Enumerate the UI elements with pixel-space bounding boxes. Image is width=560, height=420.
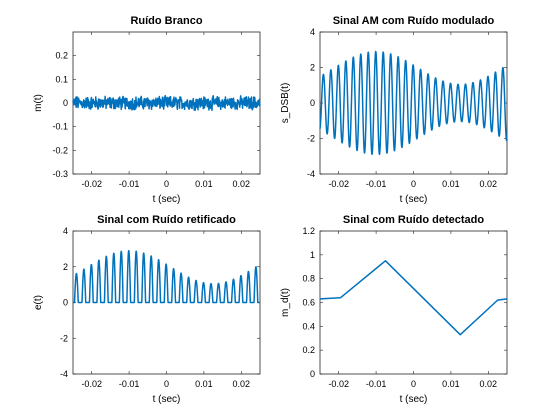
x-tick-label: -0.02 (81, 179, 102, 189)
y-tick-label: 0 (310, 98, 315, 108)
x-tick-label: 0 (164, 379, 169, 389)
y-tick-label: 0.2 (302, 345, 315, 355)
axes-frame (319, 230, 508, 375)
subplot-dsb: Sinal AM com Ruído modulado -0.02 -0.01 0 0.… (280, 15, 508, 205)
x-tick-label: 0 (164, 179, 169, 189)
y-tick-label: 2 (310, 63, 315, 73)
x-tick-label: -0.01 (366, 379, 387, 389)
x-axis-label: t (sec) (400, 194, 428, 205)
y-tick-label: -0.1 (52, 122, 68, 132)
chart-title: Ruído Branco (130, 15, 202, 27)
y-tick-label: 0.2 (55, 51, 68, 61)
y-tick-label: -0.2 (52, 145, 68, 155)
chart-title: Sinal com Ruído detectado (343, 214, 484, 226)
y-tick-label: -2 (60, 333, 68, 343)
y-axis-label: m(t) (33, 94, 44, 112)
chart-title: Sinal AM com Ruído modulado (333, 15, 495, 27)
y-tick-label: 4 (63, 226, 68, 236)
x-tick-label: -0.01 (119, 379, 140, 389)
y-tick-label: 0 (63, 298, 68, 308)
chart-title: Sinal com Ruído retificado (97, 214, 236, 226)
x-tick-label: -0.02 (328, 179, 349, 189)
x-tick-label: -0.01 (366, 179, 387, 189)
y-axis-label: m_d(t) (280, 288, 291, 317)
y-tick-label: 4 (310, 27, 315, 37)
y-tick-label: 0.1 (55, 74, 68, 84)
y-tick-label: 0 (310, 369, 315, 379)
x-tick-label: -0.02 (328, 379, 349, 389)
subplot-grid: Ruído Branco -0.02 -0.01 0 0.01 0.02 -0.3 -0.2 -… (33, 15, 508, 405)
series-line (72, 94, 261, 112)
x-axis-label: t (sec) (153, 194, 181, 205)
series-line (72, 249, 261, 304)
x-tick-label: 0.02 (233, 379, 251, 389)
y-tick-label: 1 (310, 250, 315, 260)
y-tick-label: -0.3 (52, 169, 68, 179)
x-axis-label: t (sec) (400, 394, 428, 405)
series-line (319, 50, 508, 156)
y-tick-label: 1.2 (302, 226, 315, 236)
x-tick-label: -0.01 (119, 179, 140, 189)
y-tick-label: 0.4 (302, 321, 315, 331)
x-tick-label: 0.01 (195, 379, 213, 389)
x-tick-label: 0.02 (233, 179, 251, 189)
x-tick-label: 0.02 (480, 379, 498, 389)
y-axis-label: s_DSB(t) (280, 83, 291, 124)
x-axis-label: t (sec) (153, 394, 181, 405)
subplot-noise: Ruído Branco -0.02 -0.01 0 0.01 0.02 -0.3 -0.2 -… (33, 15, 261, 205)
y-tick-label: -2 (307, 134, 315, 144)
y-axis-label: e(t) (33, 295, 44, 310)
y-tick-label: 2 (63, 262, 68, 272)
x-tick-label: -0.02 (81, 379, 102, 389)
x-tick-label: 0.02 (480, 179, 498, 189)
y-tick-label: -4 (60, 369, 68, 379)
y-tick-label: 0.8 (302, 274, 315, 284)
y-tick-label: 0 (63, 98, 68, 108)
subplot-rectified: Sinal com Ruído retificado -0.02 -0.01 0 0.0… (33, 214, 261, 405)
subplot-detected: Sinal com Ruído detectado -0.02 -0.01 0 0.01… (280, 214, 508, 405)
y-tick-label: -4 (307, 169, 315, 179)
x-tick-label: 0 (411, 379, 416, 389)
x-tick-label: 0.01 (442, 179, 460, 189)
x-tick-label: 0.01 (195, 179, 213, 189)
x-tick-label: 0.01 (442, 379, 460, 389)
series-line (319, 260, 508, 336)
y-tick-label: 0.6 (302, 298, 315, 308)
x-tick-label: 0 (411, 179, 416, 189)
